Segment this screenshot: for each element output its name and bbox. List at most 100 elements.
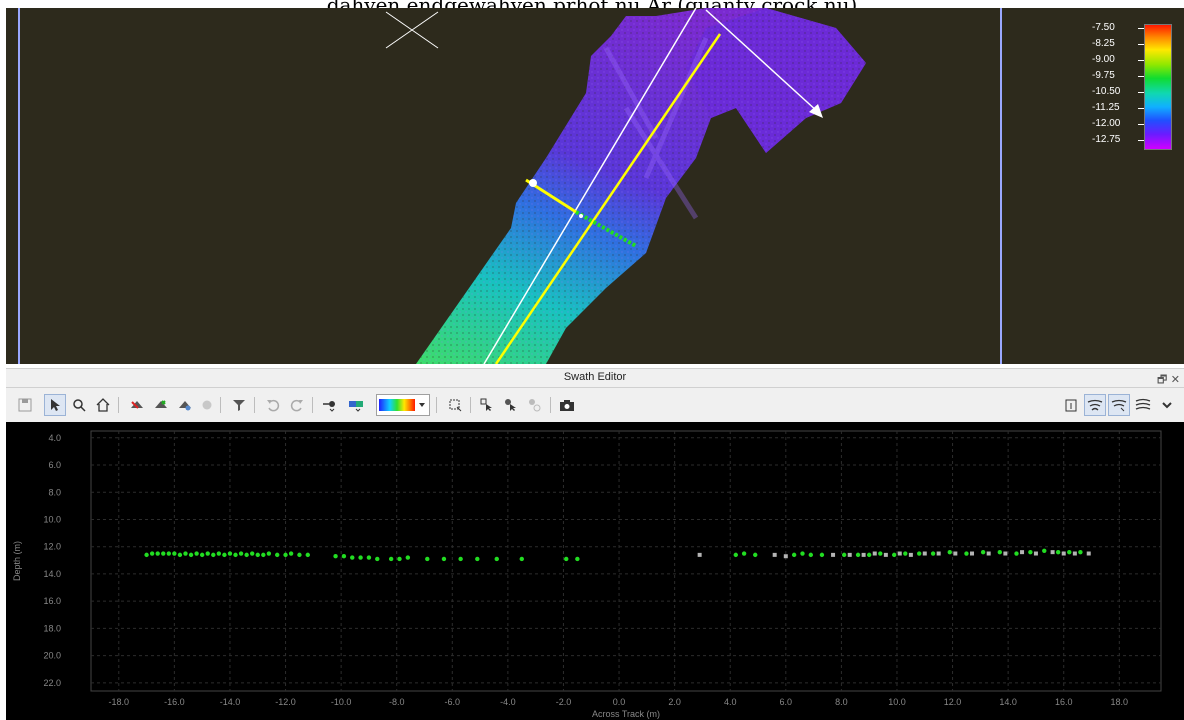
sounding-point[interactable]	[841, 552, 847, 558]
sounding-point[interactable]	[903, 551, 908, 556]
sounding-point[interactable]	[1055, 549, 1061, 555]
sounding-point[interactable]	[741, 551, 747, 556]
record-icon[interactable]	[196, 394, 218, 416]
rejected-sounding-point[interactable]	[922, 551, 927, 556]
sounding-point[interactable]	[194, 551, 199, 556]
accept-icon[interactable]	[150, 394, 172, 416]
sounding-point[interactable]	[964, 551, 969, 556]
swath-editor-titlebar[interactable]: Swath Editor 🗗 ✕	[6, 368, 1184, 388]
sounding-point[interactable]	[405, 555, 411, 560]
rejected-sounding-point[interactable]	[1033, 551, 1038, 556]
sounding-point[interactable]	[283, 552, 288, 558]
sounding-point[interactable]	[233, 552, 238, 558]
sounding-point[interactable]	[930, 551, 936, 556]
rejected-sounding-point[interactable]	[897, 551, 902, 556]
sounding-point[interactable]	[161, 551, 166, 556]
sounding-point[interactable]	[288, 551, 294, 556]
rejected-sounding-point[interactable]	[953, 551, 958, 556]
rejected-sounding-point[interactable]	[847, 552, 852, 557]
sounding-point[interactable]	[155, 551, 160, 556]
sounding-point[interactable]	[564, 556, 569, 562]
sounding-point[interactable]	[475, 556, 480, 562]
sounding-point[interactable]	[266, 551, 272, 556]
sounding-point[interactable]	[183, 551, 188, 556]
sounding-point[interactable]	[305, 552, 310, 558]
sounding-point[interactable]	[275, 552, 280, 558]
sounding-point[interactable]	[733, 552, 738, 558]
rejected-sounding-point[interactable]	[861, 552, 866, 557]
sounding-point[interactable]	[791, 552, 797, 558]
sounding-point[interactable]	[255, 552, 260, 558]
sounding-point[interactable]	[1014, 551, 1019, 556]
sounding-point[interactable]	[808, 552, 814, 558]
sounding-point[interactable]	[297, 552, 302, 558]
window-controls[interactable]: 🗗 ✕	[1156, 373, 1180, 386]
sounding-point[interactable]	[891, 552, 897, 558]
swath-view-2-icon[interactable]	[1108, 394, 1130, 416]
swath-plot[interactable]: -18.0 -16.0 -14.0 -12.0 -10.0 -8.0 -6.0 -4.0 -2.…	[6, 422, 1184, 720]
color-ramp-icon[interactable]	[376, 394, 430, 416]
sounding-point[interactable]	[144, 552, 149, 558]
sounding-point[interactable]	[753, 552, 758, 558]
export-icon[interactable]	[1060, 394, 1082, 416]
sounding-point[interactable]	[216, 551, 222, 556]
sounding-point[interactable]	[350, 555, 355, 560]
color-mode-icon[interactable]	[346, 394, 368, 416]
swath-profile-line[interactable]	[525, 178, 637, 248]
sounding-point[interactable]	[172, 551, 177, 556]
sounding-point[interactable]	[205, 551, 210, 556]
sounding-point[interactable]	[238, 551, 244, 556]
rejected-sounding-point[interactable]	[872, 551, 877, 556]
swath-scatter-chart[interactable]: -18.0 -16.0 -14.0 -12.0 -10.0 -8.0 -6.0 -4.0 -2.…	[6, 422, 1184, 720]
sounding-point[interactable]	[855, 552, 861, 558]
sounding-point[interactable]	[249, 551, 255, 556]
sounding-point[interactable]	[177, 552, 183, 558]
sounding-point[interactable]	[222, 552, 227, 558]
zoom-icon[interactable]	[68, 394, 90, 416]
rejected-sounding-point[interactable]	[1020, 550, 1025, 555]
sounding-point[interactable]	[227, 551, 233, 556]
sounding-point[interactable]	[149, 551, 155, 556]
reject-icon[interactable]	[126, 394, 148, 416]
chevron-down-icon[interactable]	[1156, 394, 1178, 416]
sounding-point[interactable]	[1042, 548, 1047, 553]
sounding-point[interactable]	[575, 556, 580, 562]
sounding-point[interactable]	[1067, 549, 1072, 555]
sounding-point[interactable]	[800, 551, 805, 556]
rejected-sounding-point[interactable]	[831, 552, 836, 557]
sounding-point[interactable]	[358, 555, 363, 560]
swath-view-1-icon[interactable]	[1084, 394, 1106, 416]
save-icon[interactable]	[14, 394, 36, 416]
map-canvas[interactable]	[6, 8, 1184, 364]
sounding-point[interactable]	[878, 551, 883, 556]
sounding-point[interactable]	[333, 554, 338, 559]
sounding-point[interactable]	[519, 556, 524, 562]
rejected-sounding-point[interactable]	[1086, 551, 1091, 556]
rejected-sounding-point[interactable]	[1061, 551, 1066, 556]
sounding-point[interactable]	[819, 552, 825, 558]
rejected-sounding-point[interactable]	[908, 552, 913, 557]
select-area-icon[interactable]	[444, 394, 466, 416]
camera-icon[interactable]	[556, 394, 578, 416]
rejected-sounding-point[interactable]	[1072, 551, 1077, 556]
sounding-point[interactable]	[947, 549, 952, 555]
sounding-point[interactable]	[166, 551, 172, 556]
rejected-sounding-point[interactable]	[936, 551, 941, 556]
sounding-point[interactable]	[494, 556, 499, 562]
sounding-point[interactable]	[244, 552, 249, 558]
point-style-icon[interactable]	[320, 394, 342, 416]
undo-icon[interactable]	[262, 394, 284, 416]
filter-icon[interactable]	[228, 394, 250, 416]
select-disabled-icon[interactable]	[524, 394, 546, 416]
rejected-sounding-point[interactable]	[883, 552, 888, 557]
select-global-icon[interactable]	[500, 394, 522, 416]
rejected-sounding-point[interactable]	[1050, 550, 1055, 555]
erase-icon[interactable]	[174, 394, 196, 416]
sounding-point[interactable]	[980, 549, 986, 555]
sounding-point[interactable]	[917, 551, 922, 556]
sounding-point[interactable]	[1028, 549, 1033, 555]
sounding-point[interactable]	[375, 556, 380, 562]
map-view[interactable]: -7.50 -8.25 -9.00 -9.75 -10.50 -11.25 -1…	[6, 8, 1184, 364]
pointer-icon[interactable]	[44, 394, 66, 416]
swath-view-3-icon[interactable]	[1132, 394, 1154, 416]
